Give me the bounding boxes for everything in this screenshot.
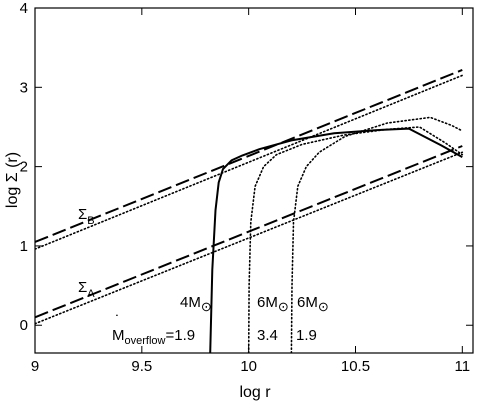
series-dotted-line-4 xyxy=(35,151,464,325)
y-axis-label: log Σ (r) xyxy=(4,152,21,208)
mass-label-4msun: 4M⊙ xyxy=(180,294,212,314)
y-tick-label: 2 xyxy=(20,159,28,176)
mass-label-6msun-a: 6M⊙ xyxy=(257,294,289,314)
y-tick-label: 3 xyxy=(20,79,28,96)
mdot-dot: ˙ xyxy=(115,313,120,330)
series-dotted-line-7 xyxy=(290,116,464,353)
rate-label-1-9: 1.9 xyxy=(296,327,317,344)
x-tick-label: 9 xyxy=(31,358,39,375)
sigma-a-label: ΣA xyxy=(78,279,95,300)
series-dotted-line-2 xyxy=(35,74,464,250)
y-tick-label: 4 xyxy=(20,0,28,17)
tick-layer: 9 9.5 10 10.5 11 0 1 2 3 4 xyxy=(20,0,473,375)
x-tick-label: 10.5 xyxy=(341,358,370,375)
x-tick-label: 11 xyxy=(455,358,471,375)
x-axis-label: log r xyxy=(239,384,271,401)
plot-frame xyxy=(34,7,474,354)
y-tick-label: 0 xyxy=(20,317,28,334)
mdot-label: Moverflow=1.9 xyxy=(112,327,195,347)
series-dotted-line-6 xyxy=(247,126,464,353)
x-tick-label: 9.5 xyxy=(131,358,152,375)
series-dashed-line-1 xyxy=(35,68,463,243)
mass-label-6msun-b: 6M⊙ xyxy=(297,294,329,314)
x-tick-label: 10 xyxy=(240,358,257,375)
rate-label-3-4: 3.4 xyxy=(257,327,278,344)
sigma-b-label: ΣB xyxy=(78,206,95,227)
series-solid-line-5 xyxy=(209,127,463,353)
series-layer xyxy=(35,68,464,353)
series-dashed-line-3 xyxy=(35,145,463,319)
y-tick-label: 1 xyxy=(20,238,28,255)
